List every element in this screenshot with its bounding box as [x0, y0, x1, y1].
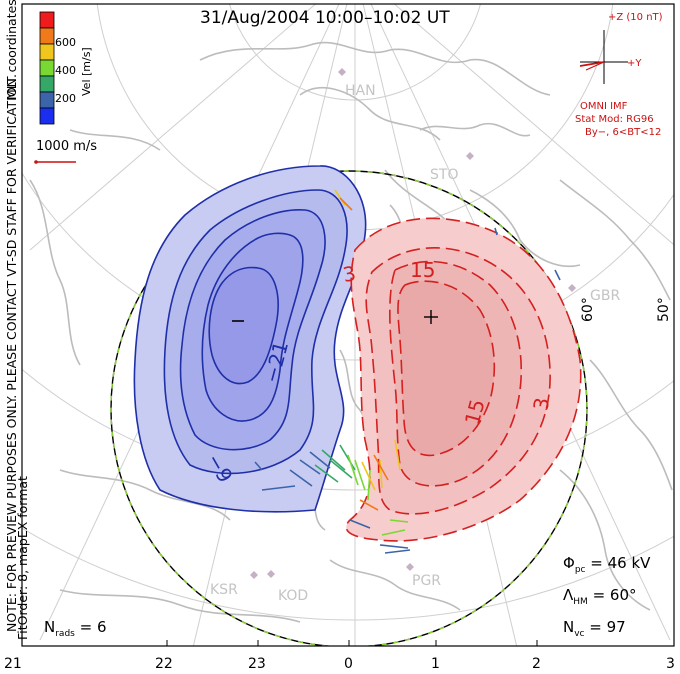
stat-model: Stat Mod: RG96: [575, 114, 654, 125]
n-vc-value: = 97: [589, 618, 626, 636]
imf-y-label: +Y: [627, 58, 642, 69]
station-pgr: PGR: [412, 573, 442, 589]
contour-label-15-top: 15: [410, 258, 436, 282]
imf-condition: By−, 6<BT<12: [585, 127, 662, 138]
colorbar-tick-600: 600: [55, 36, 76, 49]
n-rads-sub: rads: [55, 629, 75, 639]
max-potential-marker: [424, 310, 438, 324]
colorbar-swatch: [39, 43, 55, 61]
n-rads-value: = 6: [79, 618, 107, 636]
lambda-hm-symbol: Λ: [563, 586, 574, 604]
cross-polar-potential: Φpc = 46 kV: [563, 554, 650, 575]
lambda-hm-value: = 60°: [592, 586, 637, 604]
mlt-tick-23: 23: [248, 656, 266, 672]
plot-frame: [21, 3, 675, 647]
mlt-tick-22: 22: [155, 656, 173, 672]
mlt-tick-3: 3: [666, 656, 675, 672]
radar-count: Nrads = 6: [44, 618, 107, 639]
colorbar-swatch: [39, 91, 55, 109]
negative-potential-cell: [133, 165, 367, 513]
mlt-tick-0: 0: [344, 656, 353, 672]
velocity-colorbar: [39, 11, 55, 125]
heppner-maynard-boundary: ΛHM = 60°: [563, 586, 637, 607]
mlt-tick-21: 21: [4, 656, 22, 672]
latitude-label-50: 50°: [656, 297, 672, 322]
colorbar-swatch: [39, 75, 55, 93]
map-title: 31/Aug/2004 10:00–10:02 UT: [200, 8, 450, 28]
station-sto: STO: [430, 167, 459, 183]
phi-pc-sub: pc: [574, 565, 586, 575]
station-ksr: KSR: [210, 582, 238, 598]
imf-clock-dial: [579, 30, 628, 84]
colorbar-swatch: [39, 59, 55, 77]
station-markers: [250, 68, 576, 579]
mlt-axis-ticks: [21, 640, 675, 646]
coastlines: [29, 41, 673, 623]
colorbar-swatch: [39, 107, 55, 125]
n-vc-sub: vc: [574, 629, 585, 639]
colorbar-swatch: [39, 27, 55, 45]
colorbar-tick-400: 400: [55, 64, 76, 77]
lambda-hm-sub: HM: [573, 597, 588, 607]
mlt-tick-2: 2: [532, 656, 541, 672]
imf-source: OMNI IMF: [580, 101, 628, 112]
positive-potential-cell: [345, 217, 582, 542]
imf-z-label: +Z (10 nT): [608, 12, 663, 23]
n-rads-symbol: N: [44, 618, 56, 636]
fit-order-label: FitOrder: 8, mapEX format: [15, 476, 30, 640]
vector-count: Nvc = 97: [563, 618, 626, 639]
station-kod: KOD: [278, 588, 309, 604]
latitude-label-60: 60°: [580, 297, 596, 322]
station-han: HAN: [345, 83, 376, 99]
colorbar-swatch: [39, 11, 55, 29]
colorbar-label: Vel [m/s]: [80, 47, 93, 96]
n-vc-symbol: N: [563, 618, 575, 636]
colorbar-tick-200: 200: [55, 92, 76, 105]
phi-pc-value: = 46 kV: [590, 554, 651, 572]
velocity-vectors: [254, 189, 561, 554]
station-gbr: GBR: [590, 288, 621, 304]
phi-pc-symbol: Φ: [563, 554, 575, 572]
vector-scale-label: 1000 m/s: [36, 139, 98, 154]
mlt-tick-1: 1: [431, 656, 440, 672]
